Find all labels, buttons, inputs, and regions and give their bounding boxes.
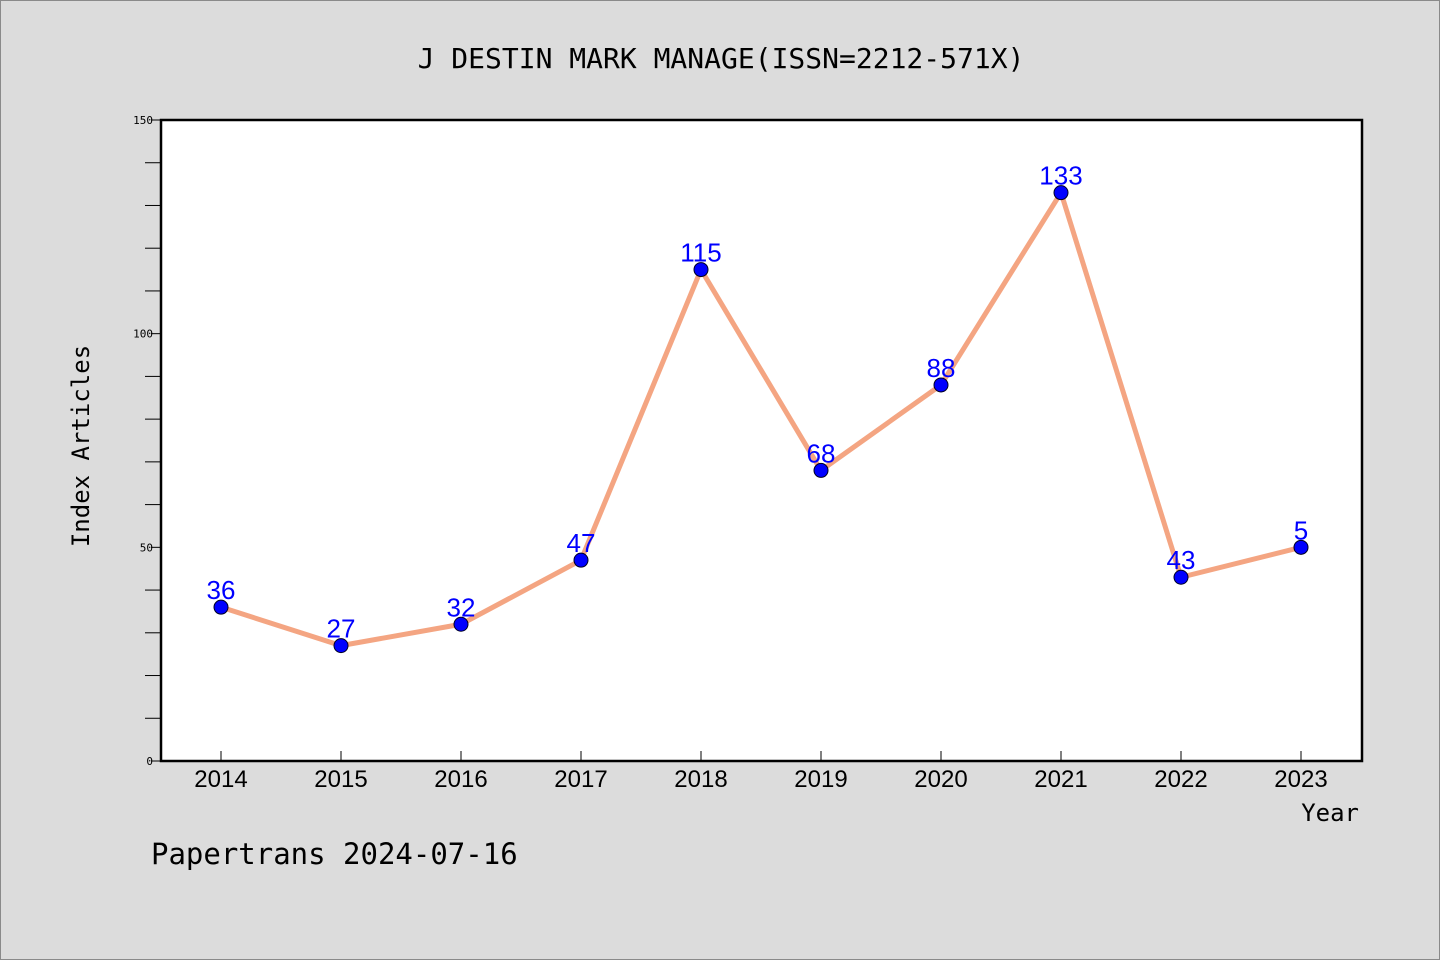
data-label: 47 <box>567 528 596 558</box>
data-label: 43 <box>1167 545 1196 575</box>
data-label: 5 <box>1294 515 1308 545</box>
data-label: 36 <box>207 575 236 605</box>
data-label: 88 <box>927 353 956 383</box>
x-tick-label: 2020 <box>914 766 967 793</box>
y-tick-label: 150 <box>133 114 153 127</box>
x-tick-label: 2021 <box>1034 766 1087 793</box>
x-tick-label: 2023 <box>1274 766 1327 793</box>
y-tick-label: 100 <box>133 328 153 341</box>
data-point <box>1293 539 1309 555</box>
data-point <box>573 552 589 568</box>
x-tick-label: 2015 <box>314 766 367 793</box>
x-tick-label: 2018 <box>674 766 727 793</box>
data-point <box>813 462 829 478</box>
data-label: 68 <box>807 438 836 468</box>
data-point <box>1173 569 1189 585</box>
footer-credit: Papertrans 2024-07-16 <box>151 837 518 871</box>
data-point <box>1053 185 1069 201</box>
x-tick-label: 2016 <box>434 766 487 793</box>
y-axis-label: Index Articles <box>67 345 95 547</box>
data-label: 32 <box>447 592 476 622</box>
x-tick-label: 2019 <box>794 766 847 793</box>
data-point <box>933 377 949 393</box>
data-label: 115 <box>680 238 721 268</box>
x-tick-label: 2022 <box>1154 766 1207 793</box>
data-point <box>453 616 469 632</box>
series-layer: 36 27 32 47 115 68 88 133 43 5 <box>207 161 1309 654</box>
x-axis-label: Year <box>1301 799 1359 827</box>
data-point <box>693 262 709 278</box>
series-line <box>220 190 1302 649</box>
y-tick-label: 0 <box>146 755 153 768</box>
y-axis: 0 50 100 150 <box>133 114 161 768</box>
y-tick-label: 50 <box>140 541 153 554</box>
data-label: 27 <box>327 614 356 644</box>
x-tick-label: 2014 <box>194 766 247 793</box>
plot-area <box>159 118 1364 763</box>
x-axis: 2014 2015 2016 2017 2018 2019 2020 2021 2022 2023 <box>194 751 1328 793</box>
chart-title: J DESTIN MARK MANAGE(ISSN=2212-571X) <box>418 42 1025 75</box>
x-tick-label: 2017 <box>554 766 607 793</box>
data-label: 133 <box>1039 161 1082 191</box>
data-point <box>213 599 229 615</box>
data-point <box>333 638 349 654</box>
